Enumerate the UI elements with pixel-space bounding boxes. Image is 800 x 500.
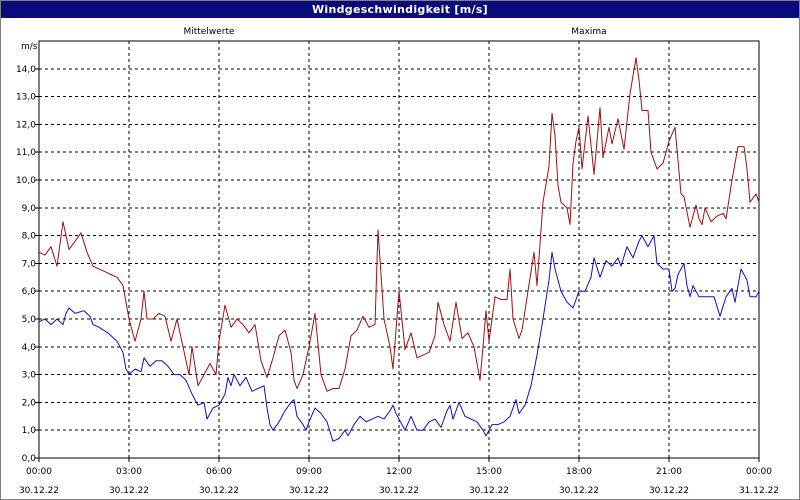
plot-area xyxy=(38,40,760,459)
y-tick-label: 12,0 xyxy=(16,120,36,130)
y-tick-label: 0,0 xyxy=(22,454,37,464)
x-tick-date: 30.12.22 xyxy=(469,486,509,496)
x-tick-date: 30.12.22 xyxy=(379,486,419,496)
x-tick-time: 00:00 xyxy=(26,467,52,477)
x-tick-date: 30.12.22 xyxy=(559,486,599,496)
chart-title: Windgeschwindigkeit [m/s] xyxy=(1,1,799,18)
y-tick-label: 7,0 xyxy=(22,259,37,269)
series-line-maxima xyxy=(38,57,760,392)
y-tick-label: 8,0 xyxy=(22,232,37,242)
x-tick-date: 30.12.22 xyxy=(19,486,59,496)
y-tick-label: 11,0 xyxy=(16,148,36,158)
x-tick-time: 21:00 xyxy=(656,467,682,477)
y-tick-label: 9,0 xyxy=(22,204,37,214)
y-tick-label: 2,0 xyxy=(22,398,37,408)
y-tick-label: 14,0 xyxy=(16,65,36,75)
series-line-mittelwerte xyxy=(38,235,760,442)
legend-mittelwerte: Mittelwerte xyxy=(183,27,234,37)
y-tick-label: 3,0 xyxy=(22,371,37,381)
x-tick-date: 31.12.22 xyxy=(739,486,779,496)
axis-ticks: 0,0 1,0 2,0 3,0 4,0 5,0 6,0 7,0 8,0 9,0 10,0 11,0 12… xyxy=(16,65,779,496)
y-tick-label: 6,0 xyxy=(22,287,37,297)
x-tick-date: 30.12.22 xyxy=(649,486,689,496)
y-tick-label: 5,0 xyxy=(22,315,37,325)
y-tick-label: 13,0 xyxy=(16,93,36,103)
x-tick-date: 30.12.22 xyxy=(109,486,149,496)
y-axis-label: m/s xyxy=(21,42,38,52)
series-group xyxy=(38,57,760,442)
x-tick-date: 30.12.22 xyxy=(199,486,239,496)
x-tick-time: 06:00 xyxy=(206,467,232,477)
x-tick-time: 00:00 xyxy=(746,467,772,477)
x-tick-date: 30.12.22 xyxy=(289,486,329,496)
y-tick-label: 4,0 xyxy=(22,343,37,353)
x-tick-time: 15:00 xyxy=(476,467,502,477)
y-tick-label: 10,0 xyxy=(16,176,36,186)
x-tick-time: 12:00 xyxy=(386,467,412,477)
x-tick-time: 03:00 xyxy=(116,467,142,477)
x-tick-time: 09:00 xyxy=(296,467,322,477)
grid xyxy=(39,41,759,458)
y-tick-label: 1,0 xyxy=(22,426,37,436)
legend-maxima: Maxima xyxy=(571,27,606,37)
x-tick-time: 18:00 xyxy=(566,467,592,477)
